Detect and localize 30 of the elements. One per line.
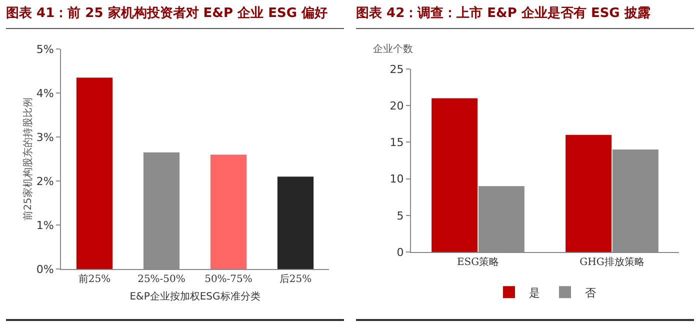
y-axis-title: 企业个数 [373, 43, 413, 55]
y-tick-label: 10 [390, 172, 404, 186]
chart-title: 图表 42：调查：上市 E&P 企业是否有 ESG 披露 [356, 0, 694, 29]
y-tick-label: 25 [390, 62, 404, 76]
y-tick-label: 20 [390, 99, 404, 112]
bar [277, 176, 314, 269]
y-tick-label: 3% [36, 130, 54, 144]
x-tick-label: GHG排放策略 [580, 256, 644, 268]
y-axis-title: 前25家机构股东的持股比例 [22, 98, 34, 220]
y-tick-label: 5 [396, 209, 404, 222]
legend-label: 是 [529, 286, 540, 300]
x-tick-label: 前25% [78, 273, 111, 285]
x-tick-label: 50%-75% [204, 274, 252, 285]
bar [566, 134, 612, 252]
y-tick-label: 0 [396, 246, 404, 259]
chart-title: 图表 41：前 25 家机构投资者对 E&P 企业 ESG 偏好 [6, 0, 344, 29]
y-tick-label: 2% [36, 174, 54, 188]
x-tick-label: 25%-50% [138, 274, 186, 285]
y-tick-label: 0% [36, 262, 54, 276]
y-tick-label: 15 [390, 136, 404, 150]
y-tick-label: 4% [36, 86, 54, 100]
x-tick-label: ESG策略 [456, 256, 500, 268]
y-tick-label: 5% [36, 42, 54, 56]
x-tick-label: 后25% [279, 273, 312, 285]
x-axis-title: E&P企业按加权ESG标准分类 [130, 290, 260, 302]
bar [210, 154, 247, 269]
legend-label: 否 [585, 286, 596, 300]
bar [76, 78, 113, 269]
y-tick-label: 1% [36, 218, 54, 232]
bar [432, 98, 478, 252]
